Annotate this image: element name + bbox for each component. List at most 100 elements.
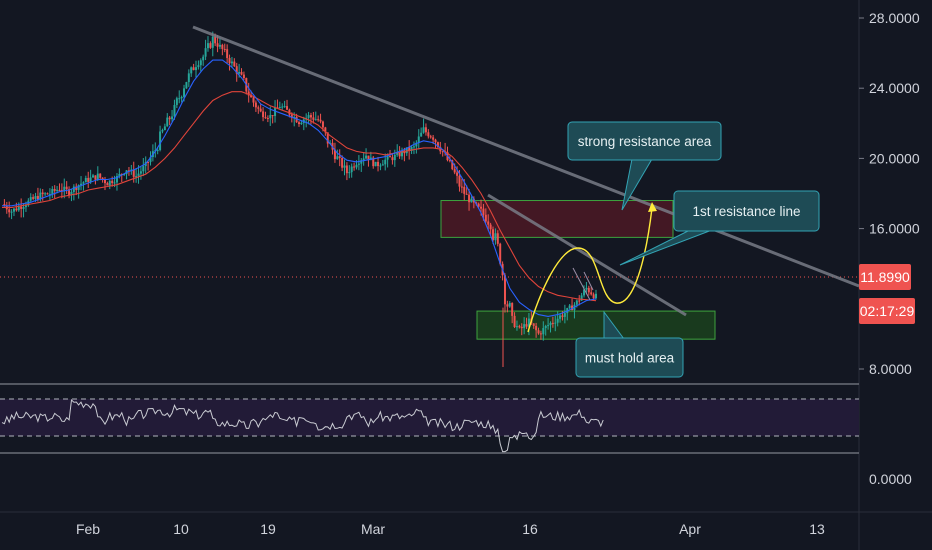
- must-hold-callout-label: must hold area: [585, 351, 675, 366]
- candle-down: [290, 114, 293, 119]
- candle-up: [48, 194, 51, 196]
- candle-up: [80, 183, 83, 186]
- candle-up: [118, 173, 121, 177]
- rsi-zero-label: 0.0000: [869, 471, 912, 487]
- candle-down: [587, 287, 590, 293]
- candle-down: [441, 151, 444, 153]
- candle-down: [429, 136, 432, 138]
- must-hold-callout-box: [575, 337, 684, 378]
- candle-down: [482, 208, 485, 215]
- first-resistance-trendline: [487, 193, 687, 317]
- candle-down: [389, 156, 392, 158]
- candle-up: [72, 186, 75, 192]
- candle-up: [527, 318, 530, 327]
- candle-down: [456, 172, 459, 176]
- candle-down: [271, 115, 274, 117]
- candle-down: [578, 300, 581, 302]
- candle-down: [247, 91, 250, 96]
- strong-resistance-callout-box: [567, 121, 722, 161]
- candle-up: [410, 146, 413, 151]
- candle-down: [214, 36, 217, 44]
- candle-up: [314, 119, 317, 121]
- candle-down: [503, 275, 506, 305]
- candle-down: [432, 137, 435, 140]
- candle-down: [319, 119, 322, 122]
- candle-up: [180, 96, 183, 99]
- candle-down: [32, 197, 35, 199]
- candle-up: [96, 173, 99, 180]
- candle-up: [115, 176, 118, 183]
- candle-down: [391, 157, 394, 161]
- candle-up: [542, 328, 545, 335]
- candle-up: [412, 146, 415, 148]
- candle-up: [135, 175, 138, 177]
- candle-down: [41, 192, 44, 195]
- candle-up: [559, 315, 562, 319]
- strong-resistance-callout-label: strong resistance area: [578, 134, 712, 149]
- candle-up: [166, 117, 169, 127]
- candle-up: [374, 161, 377, 167]
- candle-up: [63, 186, 66, 191]
- candle-down: [537, 330, 540, 334]
- candle-up: [24, 205, 27, 208]
- candle-down: [468, 194, 471, 203]
- candle-down: [46, 193, 49, 195]
- candle-down: [309, 115, 312, 118]
- candle-down: [75, 186, 78, 190]
- resistance-zone: [440, 200, 674, 238]
- candle-up: [185, 82, 188, 89]
- ema-slow-line: [2, 91, 597, 302]
- candle-up: [39, 192, 42, 200]
- candle-up: [415, 142, 418, 147]
- candle-up: [161, 130, 164, 132]
- candle-down: [221, 44, 224, 49]
- candle-up: [336, 156, 339, 160]
- candle-down: [338, 156, 341, 158]
- candle-down: [453, 169, 456, 173]
- candle-up: [384, 159, 387, 165]
- candle-up: [163, 126, 166, 131]
- candle-up: [575, 300, 578, 305]
- candle-down: [312, 117, 315, 120]
- candle-up: [300, 122, 303, 125]
- candle-down: [103, 179, 106, 184]
- candle-up: [583, 289, 586, 296]
- candle-down: [535, 325, 538, 331]
- 1st-resistance-callout-box: [673, 190, 820, 232]
- candle-down: [235, 66, 238, 74]
- candle-up: [142, 166, 145, 172]
- candle-down: [242, 74, 245, 79]
- candle-up: [283, 106, 286, 108]
- candle-up: [556, 318, 559, 323]
- candle-up: [12, 208, 15, 212]
- candle-up: [360, 160, 363, 164]
- candle-up: [580, 295, 583, 301]
- candle-up: [187, 73, 190, 83]
- candle-down: [20, 206, 23, 209]
- candle-up: [396, 152, 399, 155]
- candle-up: [417, 136, 420, 143]
- candle-down: [539, 333, 542, 335]
- candle-up: [508, 302, 511, 307]
- candle-down: [520, 326, 523, 329]
- candle-up: [137, 173, 140, 176]
- candle-down: [250, 95, 253, 98]
- candle-down: [506, 304, 509, 307]
- candle-down: [3, 204, 6, 206]
- candle-up: [523, 324, 526, 329]
- candle-up: [197, 65, 200, 68]
- ema-fast-line: [2, 59, 597, 317]
- candle-down: [492, 229, 495, 241]
- candle-down: [511, 302, 514, 316]
- candle-down: [592, 294, 595, 299]
- candle-up: [470, 198, 473, 203]
- candle-up: [159, 131, 162, 151]
- candle-down: [257, 107, 260, 109]
- candle-up: [554, 322, 557, 324]
- candle-down: [58, 189, 61, 191]
- candle-up: [420, 132, 423, 137]
- candle-down: [111, 180, 114, 184]
- candle-up: [123, 174, 126, 176]
